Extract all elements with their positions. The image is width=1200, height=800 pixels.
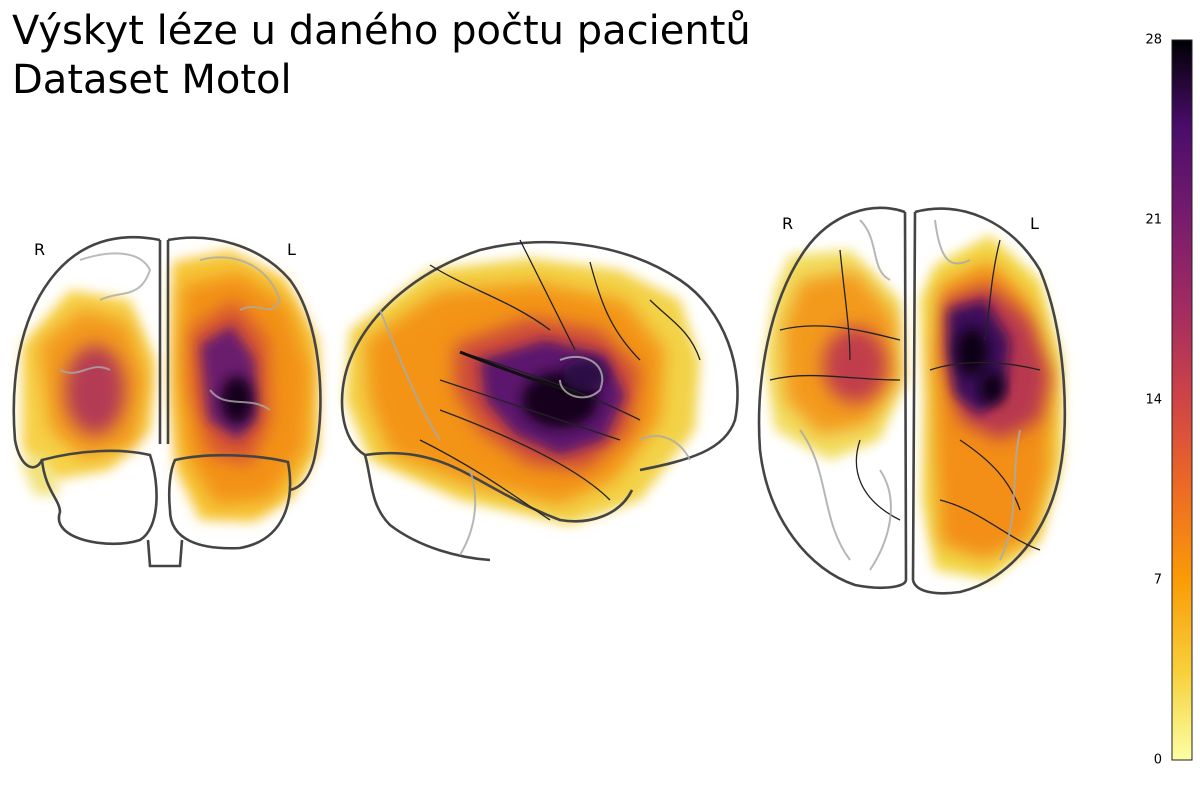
colorbar-tick-label: 7 xyxy=(1153,572,1162,588)
axial-heatmap xyxy=(765,235,1062,580)
axial-right-label: R xyxy=(782,214,794,233)
sagittal-view xyxy=(340,239,739,562)
sagittal-heatmap xyxy=(345,258,700,525)
colorbar-tick-label: 28 xyxy=(1145,32,1162,48)
colorbar-tick-label: 14 xyxy=(1145,392,1162,408)
coronal-view xyxy=(12,235,322,568)
coronal-left-label: L xyxy=(287,240,296,259)
axial-view xyxy=(757,206,1067,595)
coronal-right-label: R xyxy=(34,240,46,259)
axial-outline xyxy=(757,206,1067,595)
sagittal-outline xyxy=(340,240,739,562)
colorbar-tick-label: 0 xyxy=(1153,752,1162,768)
coronal-outline xyxy=(12,235,322,568)
coronal-heatmap xyxy=(20,250,318,522)
chart-title-line-1: Výskyt léze u daného počtu pacientů xyxy=(12,8,751,54)
chart-title-line-2: Dataset Motol xyxy=(12,57,292,103)
axial-left-label: L xyxy=(1030,214,1039,233)
colorbar xyxy=(1171,39,1193,761)
colorbar-tick-label: 21 xyxy=(1145,212,1162,228)
